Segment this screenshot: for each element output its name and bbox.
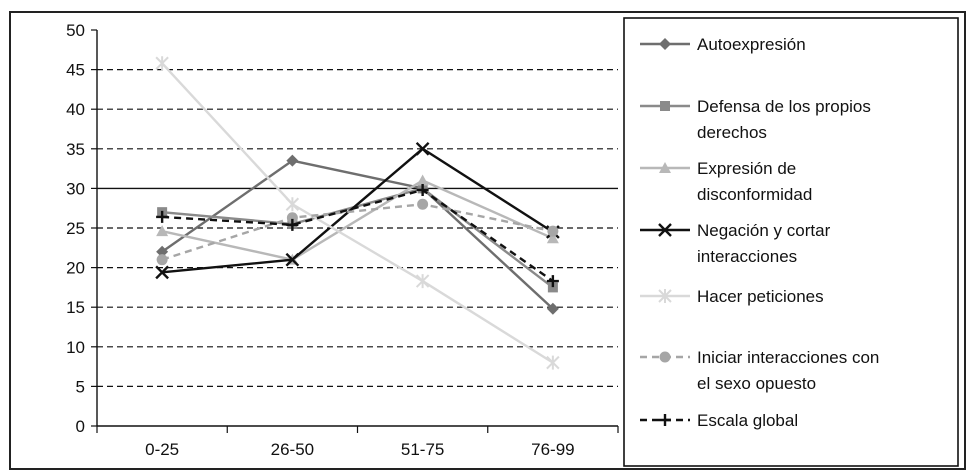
legend-label: Expresión de (697, 159, 796, 178)
data-point (285, 197, 300, 212)
legend-label: Defensa de los propios (697, 97, 871, 116)
y-tick-label: 25 (66, 219, 85, 238)
legend-entry: Autoexpresión (640, 35, 806, 54)
series-1 (157, 183, 558, 293)
x-tick-label: 76-99 (531, 440, 574, 459)
data-point (546, 275, 559, 288)
series-lines (155, 56, 560, 370)
series-6 (156, 183, 559, 288)
y-tick-label: 30 (66, 179, 85, 198)
legend-label: disconformidad (697, 185, 812, 204)
data-point (547, 282, 558, 293)
legend-entry: Negación y cortar interacciones (640, 221, 831, 266)
data-point (546, 302, 559, 315)
data-point (416, 174, 429, 186)
y-tick-label: 45 (66, 61, 85, 80)
data-point (415, 274, 430, 289)
series-line (162, 188, 554, 283)
y-tick-label: 15 (66, 298, 85, 317)
legend-box (623, 17, 959, 467)
data-point (417, 198, 429, 210)
data-point (416, 183, 429, 196)
y-tick-label: 20 (66, 259, 85, 278)
data-point (155, 265, 169, 280)
legend-label: Hacer peticiones (697, 287, 824, 306)
y-tick-label: 0 (76, 417, 85, 436)
series-5 (156, 198, 559, 266)
legend-marker (660, 101, 670, 111)
legend-label: derechos (697, 123, 767, 142)
legend-entry: Escala global (640, 411, 798, 430)
axes: 0 5 10 15 20 25 30 35 40 45 50 0-25 26-50 51-75 76-99 (66, 21, 619, 459)
x-tick-label: 0-25 (145, 440, 179, 459)
legend-label: el sexo opuesto (697, 374, 816, 393)
y-tick-label: 5 (76, 377, 85, 396)
legend-label: Escala global (697, 411, 798, 430)
series-4 (155, 56, 560, 370)
legend-marker (658, 223, 672, 237)
legend-label: Negación y cortar (697, 221, 831, 240)
series-0 (156, 154, 559, 315)
data-point (415, 141, 430, 156)
legend-marker (658, 289, 672, 303)
legend-entry: Defensa de los propios derechos (640, 97, 871, 142)
series-line (161, 62, 554, 364)
series-line (162, 147, 554, 274)
y-tick-label: 40 (66, 100, 85, 119)
data-point (156, 254, 168, 266)
legend-entry: Iniciar interacciones con el sexo opuesto (640, 348, 879, 393)
series-line (161, 159, 554, 310)
y-tick-label: 50 (66, 21, 85, 40)
legend-marker (659, 351, 671, 363)
data-point (286, 218, 299, 231)
data-point (155, 56, 169, 71)
data-point (286, 154, 299, 167)
x-tick-label: 51-75 (401, 440, 444, 459)
legend-label: Autoexpresión (697, 35, 806, 54)
series-line (161, 179, 554, 261)
y-tick-label: 35 (66, 140, 85, 159)
data-point (285, 252, 300, 267)
legend-marker (659, 38, 671, 50)
legend-label: Iniciar interacciones con (697, 348, 879, 367)
gridlines (97, 68, 618, 387)
legend-marker (659, 414, 671, 426)
y-tick-label: 10 (66, 338, 85, 357)
data-point (546, 355, 560, 370)
legend-label: interacciones (697, 247, 797, 266)
legend-entry: Expresión de disconformidad (640, 159, 812, 204)
legend: Autoexpresión Defensa de los propios derec… (623, 17, 959, 467)
legend-entry: Hacer peticiones (640, 287, 824, 306)
x-tick-label: 26-50 (271, 440, 314, 459)
data-point (156, 225, 169, 237)
data-point (286, 212, 298, 224)
data-point (546, 232, 559, 244)
data-point (156, 245, 169, 258)
legend-marker (659, 162, 671, 173)
data-point (547, 225, 559, 237)
data-point (156, 210, 169, 223)
